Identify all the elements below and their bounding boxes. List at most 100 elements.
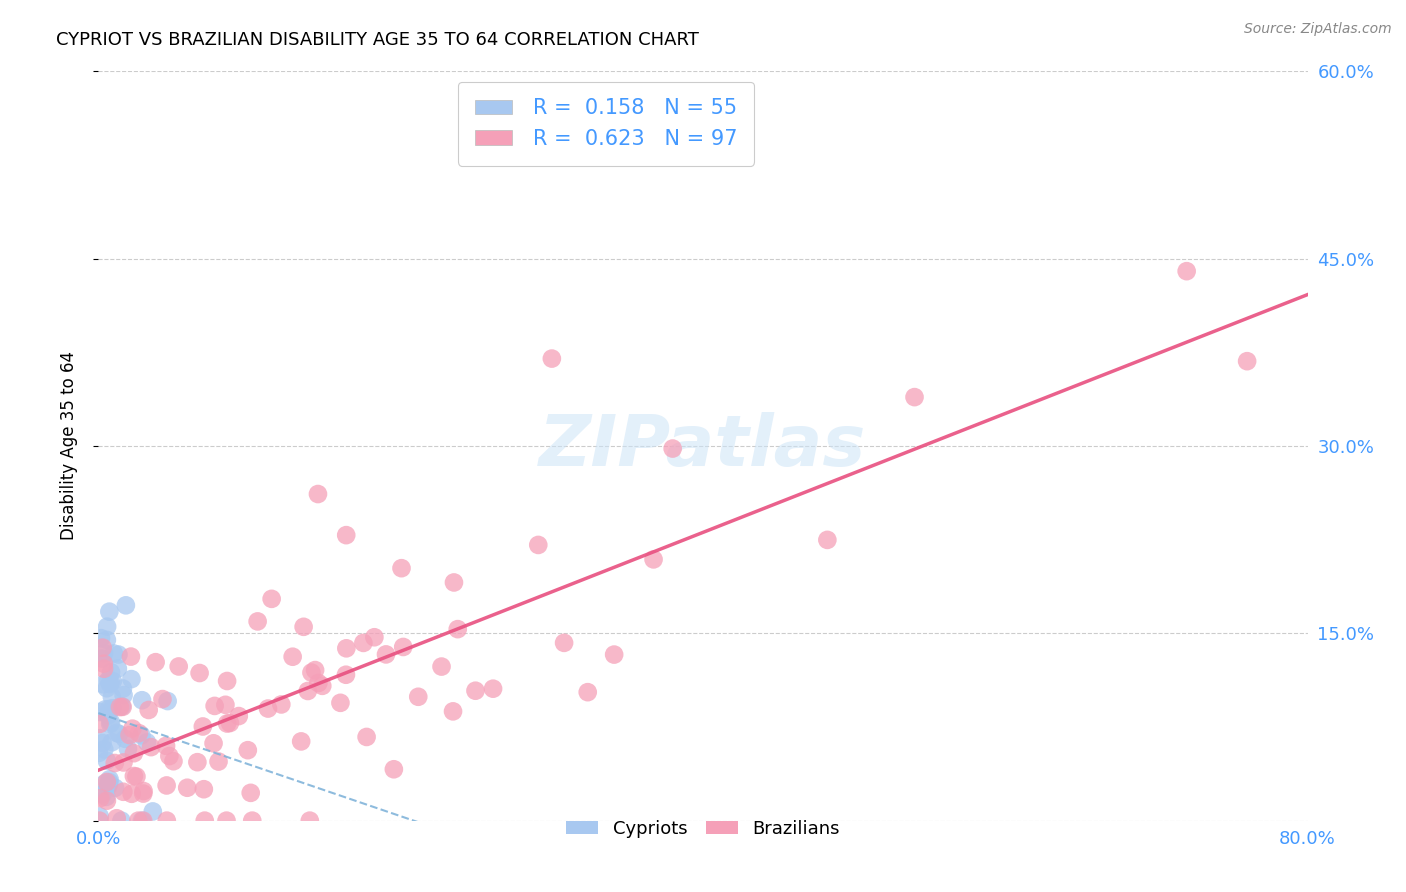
Point: [122, 746, 145, 760]
Point: [540, 351, 562, 366]
Point: [202, 736, 225, 750]
Text: ZIPatlas: ZIPatlas: [540, 411, 866, 481]
Point: [104, 780, 127, 795]
Point: [157, 749, 180, 764]
Point: [97, 708, 120, 723]
Point: [98, 775, 121, 789]
Point: [260, 591, 283, 606]
Point: [97, 779, 120, 793]
Point: [576, 685, 599, 699]
Point: [98, 772, 121, 787]
Point: [93, 646, 115, 660]
Point: [304, 663, 326, 677]
Point: [112, 785, 135, 799]
Point: [122, 769, 145, 783]
Point: [311, 679, 333, 693]
Point: [270, 698, 292, 712]
Point: [96, 789, 118, 804]
Point: [117, 742, 139, 756]
Point: [114, 731, 136, 746]
Point: [93, 742, 115, 756]
Point: [96, 794, 118, 808]
Point: [335, 528, 357, 542]
Point: [131, 814, 153, 828]
Point: [356, 730, 378, 744]
Point: [98, 677, 121, 691]
Point: [87, 746, 110, 760]
Point: [335, 641, 357, 656]
Point: [104, 756, 127, 770]
Y-axis label: Disability Age 35 to 64: Disability Age 35 to 64: [59, 351, 77, 541]
Point: [240, 814, 263, 828]
Point: [375, 648, 398, 662]
Point: [125, 770, 148, 784]
Point: [91, 640, 114, 655]
Point: [363, 630, 385, 644]
Point: [335, 667, 357, 681]
Point: [214, 698, 236, 712]
Point: [406, 690, 429, 704]
Point: [107, 662, 129, 676]
Point: [298, 814, 321, 828]
Point: [186, 755, 208, 769]
Point: [246, 615, 269, 629]
Point: [204, 698, 226, 713]
Point: [1236, 354, 1258, 368]
Point: [94, 702, 117, 716]
Point: [96, 775, 118, 789]
Point: [217, 673, 239, 688]
Point: [118, 728, 141, 742]
Point: [121, 787, 143, 801]
Point: [103, 647, 125, 661]
Point: [228, 709, 250, 723]
Point: [430, 659, 453, 673]
Point: [307, 487, 329, 501]
Point: [93, 776, 115, 790]
Point: [101, 690, 124, 704]
Point: [108, 700, 131, 714]
Point: [145, 655, 167, 669]
Point: [127, 814, 149, 828]
Point: [236, 743, 259, 757]
Legend: Cypriots, Brazilians: Cypriots, Brazilians: [558, 813, 848, 846]
Point: [111, 681, 134, 696]
Point: [112, 756, 135, 770]
Text: Source: ZipAtlas.com: Source: ZipAtlas.com: [1244, 22, 1392, 37]
Point: [132, 784, 155, 798]
Point: [307, 676, 329, 690]
Point: [91, 787, 114, 801]
Point: [661, 442, 683, 456]
Point: [391, 561, 413, 575]
Point: [97, 702, 120, 716]
Point: [111, 699, 134, 714]
Point: [132, 787, 155, 801]
Point: [101, 701, 124, 715]
Point: [105, 811, 128, 825]
Point: [91, 651, 114, 665]
Point: [96, 681, 118, 696]
Point: [107, 648, 129, 662]
Point: [91, 677, 114, 691]
Point: [156, 694, 179, 708]
Point: [603, 648, 626, 662]
Point: [112, 688, 135, 702]
Point: [110, 814, 132, 828]
Point: [105, 726, 128, 740]
Point: [131, 728, 153, 742]
Point: [96, 754, 118, 768]
Point: [93, 662, 115, 676]
Point: [217, 716, 239, 731]
Point: [215, 814, 238, 828]
Point: [128, 726, 150, 740]
Point: [96, 620, 118, 634]
Point: [98, 717, 121, 731]
Point: [193, 782, 215, 797]
Point: [89, 731, 111, 746]
Point: [89, 791, 111, 805]
Point: [482, 681, 505, 696]
Point: [120, 649, 142, 664]
Point: [194, 814, 217, 828]
Point: [101, 735, 124, 749]
Point: [292, 620, 315, 634]
Point: [138, 703, 160, 717]
